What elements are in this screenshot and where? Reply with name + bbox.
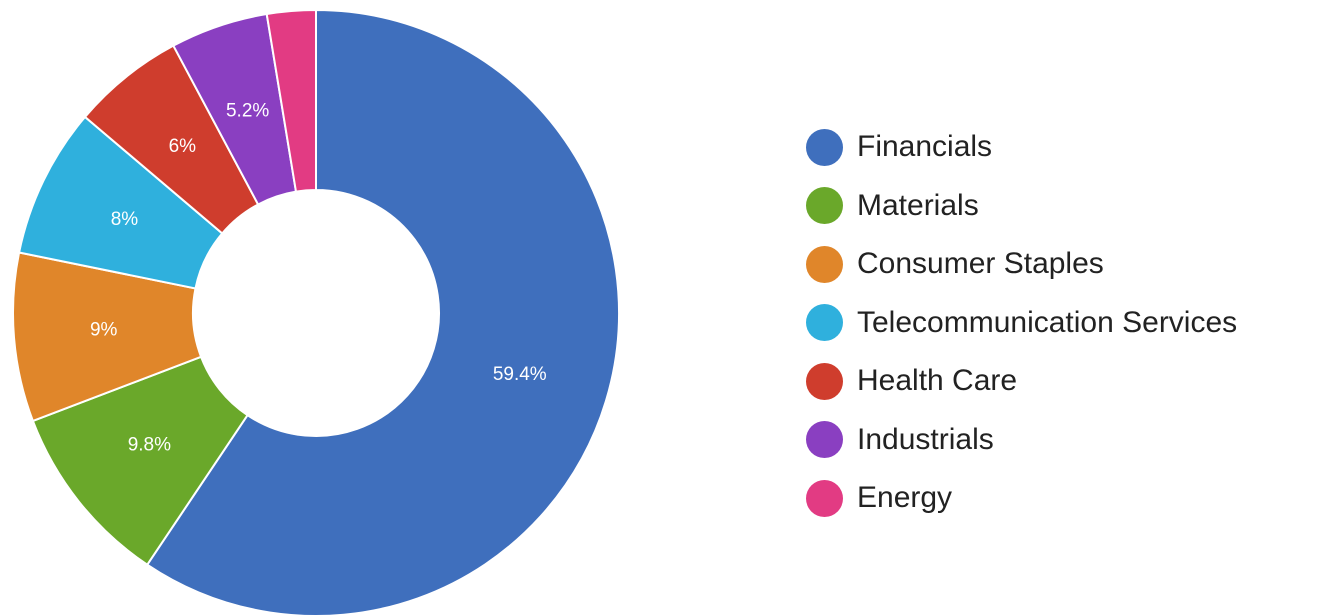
legend-swatch <box>806 187 843 225</box>
legend-item-financials[interactable]: Financials <box>806 118 1237 177</box>
slice-label-consumer-staples: 9% <box>90 319 118 340</box>
legend-swatch <box>806 421 843 459</box>
legend-swatch <box>806 304 843 342</box>
legend-swatch <box>806 128 843 166</box>
legend-swatch <box>806 479 843 517</box>
legend-label: Energy <box>857 481 953 515</box>
slice-label-health-care: 6% <box>169 136 197 157</box>
donut-plot: 59.4% 9.8% 9% 8% 6% 5.2% <box>12 8 620 616</box>
legend-item-telecommunication-services[interactable]: Telecommunication Services <box>806 294 1237 353</box>
slice-label-financials: 59.4% <box>493 364 547 385</box>
legend-label: Industrials <box>857 422 994 456</box>
legend-item-industrials[interactable]: Industrials <box>806 411 1237 470</box>
legend-item-materials[interactable]: Materials <box>806 177 1237 236</box>
slice-label-telecommunication-services: 8% <box>111 209 139 230</box>
slice-label-industrials: 5.2% <box>226 100 269 121</box>
legend-item-energy[interactable]: Energy <box>806 469 1237 528</box>
legend-label: Consumer Staples <box>857 247 1104 281</box>
legend-label: Financials <box>857 130 993 164</box>
legend-swatch <box>806 362 843 400</box>
legend: Financials Materials Consumer Staples Telec… <box>806 118 1237 528</box>
legend-item-health-care[interactable]: Health Care <box>806 352 1237 411</box>
legend-label: Materials <box>857 188 979 222</box>
legend-label: Telecommunication Services <box>857 305 1238 339</box>
slice-energy[interactable] <box>265 8 317 193</box>
legend-label: Health Care <box>857 364 1018 398</box>
legend-item-consumer-staples[interactable]: Consumer Staples <box>806 235 1237 294</box>
legend-swatch <box>806 245 843 283</box>
slice-label-materials: 9.8% <box>128 435 171 456</box>
